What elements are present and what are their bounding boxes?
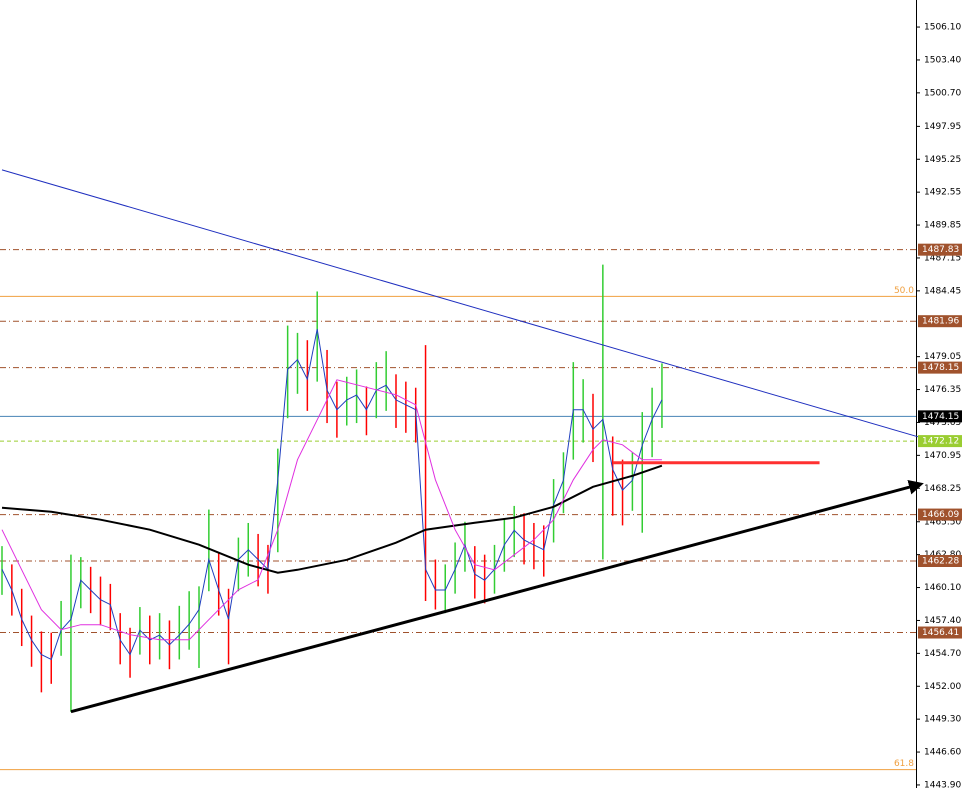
bid-box: [918, 410, 962, 423]
y-tick-label: 1460.10: [924, 583, 961, 593]
y-tick-label: 1497.95: [924, 122, 961, 132]
level-box: [918, 243, 962, 256]
level-label: 1478.15: [922, 363, 959, 373]
y-tick-label: 1487.15: [924, 253, 961, 263]
y-tick-label: 1489.85: [924, 221, 961, 231]
y-tick-label: 1503.40: [924, 55, 961, 65]
level-box: [918, 361, 962, 374]
level-box: [918, 554, 962, 567]
y-tick-label: 1479.05: [924, 352, 961, 362]
y-tick-label: 1443.90: [924, 780, 961, 788]
y-tick-label: 1457.40: [924, 616, 961, 626]
y-tick-label: 1484.45: [924, 286, 961, 296]
y-tick-label: 1465.50: [924, 517, 961, 527]
fibo-label: 61.8: [894, 759, 914, 769]
level-label: 1462.28: [922, 556, 959, 566]
level-label: 1487.83: [922, 245, 959, 255]
level-label: 1466.09: [922, 510, 959, 520]
level-box: [918, 626, 962, 639]
level-label: 1456.41: [922, 628, 959, 638]
y-tick-label: 1492.55: [924, 188, 961, 198]
y-tick-label: 1452.00: [924, 682, 961, 692]
level-box: [918, 315, 962, 328]
trendline: [70, 479, 924, 714]
close-line: [1, 329, 663, 661]
y-tick-label: 1446.60: [924, 748, 961, 758]
alert-box: [918, 435, 962, 448]
y-tick-label: 1454.70: [924, 649, 961, 659]
y-tick-label: 1506.10: [924, 23, 961, 33]
moving-average: [1, 464, 663, 574]
y-tick-label: 1476.35: [924, 385, 961, 395]
y-tick-label: 1473.65: [924, 418, 961, 428]
moving-average: [1, 379, 662, 641]
fibo-label: 50.0: [894, 286, 914, 296]
alert-label: 1472.12: [922, 437, 959, 447]
y-tick-label: 1495.25: [924, 155, 961, 165]
y-tick-label: 1449.30: [924, 715, 961, 725]
level-label: 1481.96: [922, 317, 959, 327]
y-tick-label: 1468.25: [924, 484, 961, 494]
y-tick-label: 1470.95: [924, 451, 961, 461]
bid-label: 1474.15: [922, 412, 959, 422]
level-box: [918, 508, 962, 521]
trendline: [1, 169, 919, 438]
y-tick-label: 1500.70: [924, 88, 961, 98]
